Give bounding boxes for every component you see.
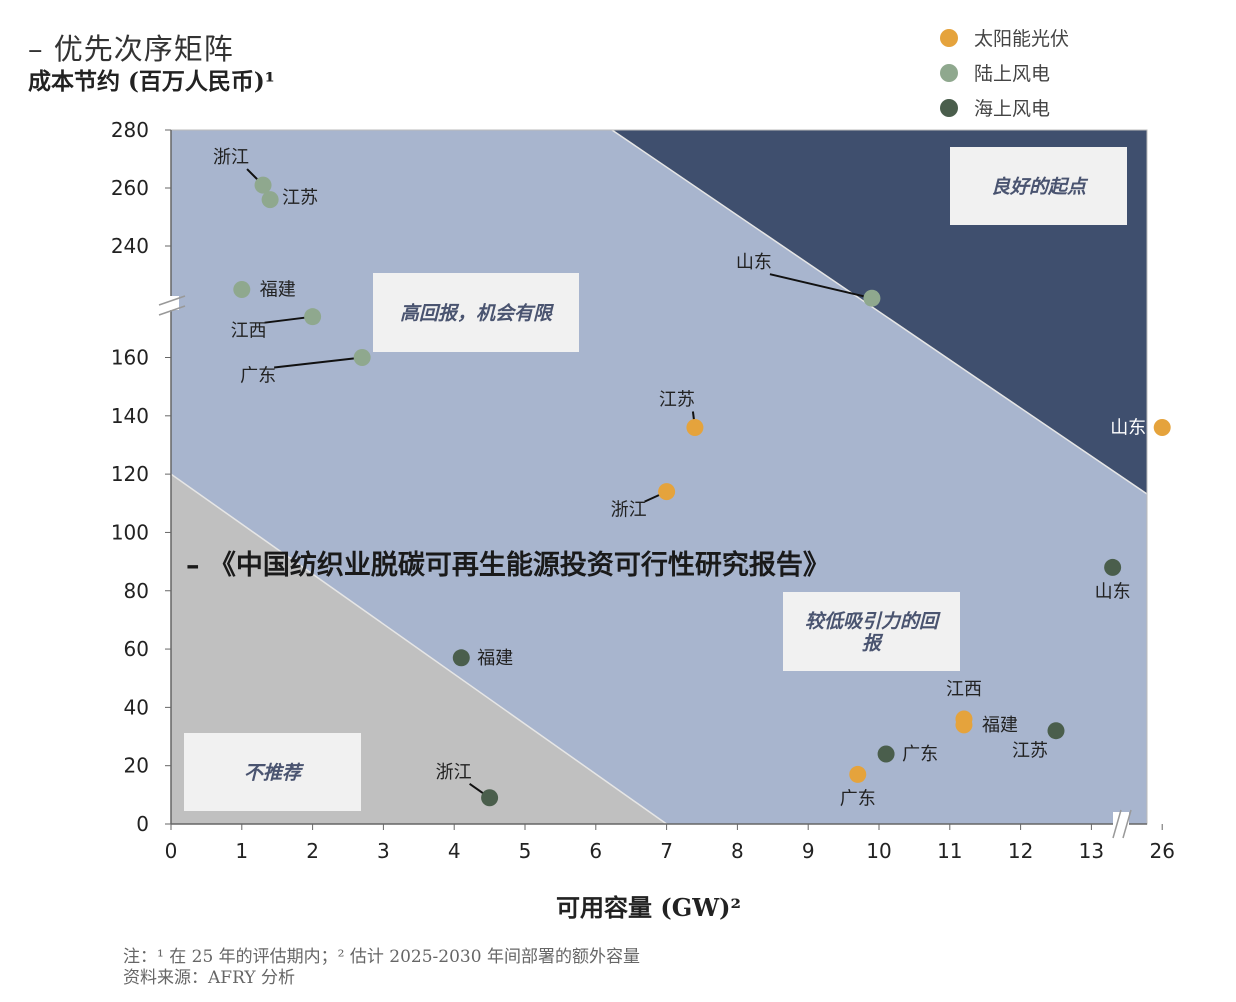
legend-label-offshore: 海上风电 [974, 98, 1051, 120]
point-label: 浙江 [436, 762, 472, 783]
region-divider [170, 473, 668, 825]
leader-line [769, 273, 873, 300]
point-label: 广东 [240, 366, 276, 387]
y-tick-label: 240 [111, 234, 149, 258]
x-tick-label: 13 [1079, 839, 1104, 863]
legend-item-offshore: 海上风电 [940, 97, 1050, 121]
leader-line [274, 356, 363, 369]
point-label: 江西 [946, 679, 982, 700]
region-label: 不推荐 [244, 762, 305, 784]
y-tick-label: 100 [111, 520, 149, 544]
y-tick-label: 80 [124, 579, 149, 603]
y-tick-label: 0 [136, 812, 149, 836]
region-label: 较低吸引力的回 [805, 611, 941, 633]
x-tick-label: 9 [802, 839, 815, 863]
point-label: 广东 [840, 788, 876, 809]
footnote: 注：¹ 在 25 年的评估期内；² 估计 2025-2030 年间部署的额外容量 [123, 947, 640, 967]
region-label: 报 [862, 633, 884, 655]
region-divider [611, 129, 1148, 495]
data-point-2-1 [452, 649, 470, 667]
data-point-0-1 [658, 483, 676, 501]
legend-item-onshore: 陆上风电 [940, 62, 1050, 86]
x-tick-label: 10 [866, 839, 891, 863]
legend-label-onshore: 陆上风电 [974, 63, 1051, 85]
data-point-2-2 [1047, 722, 1065, 740]
y-tick-label: 260 [111, 176, 149, 200]
data-point-1-4 [353, 349, 371, 366]
data-point-1-2 [233, 281, 251, 298]
y-tick-label: 20 [124, 754, 149, 778]
point-label: 福建 [477, 648, 513, 669]
data-point-0-4 [955, 716, 973, 734]
x-tick-label: 4 [448, 839, 461, 863]
y-axis-title: 成本节约 (百万人民币)¹ [28, 68, 275, 95]
region-label: 高回报，机会有限 [400, 303, 555, 325]
legend-marker-solar [940, 29, 958, 47]
point-label: 江苏 [1012, 741, 1048, 762]
y-tick-label: 140 [111, 404, 149, 428]
x-tick-label: 7 [660, 839, 673, 863]
y-tick-label: 120 [111, 462, 149, 486]
data-point-2-4 [481, 789, 499, 807]
x-tick-label: 6 [589, 839, 602, 863]
chart-title: – 优先次序矩阵 [28, 32, 234, 66]
x-axis-break-mark [1122, 809, 1132, 839]
y-axis-break-mark [158, 295, 186, 306]
x-tick-label: 5 [519, 839, 532, 863]
x-axis-break-mark [1112, 809, 1122, 839]
data-point-1-5 [863, 289, 881, 307]
region-label-box [373, 273, 579, 352]
point-label: 浙江 [213, 147, 249, 168]
data-point-1-3 [304, 308, 322, 326]
point-label: 山东 [1095, 581, 1131, 602]
x-tick-label: 2 [306, 839, 319, 863]
x-tick-label: 12 [1008, 839, 1033, 863]
x-tick-label: 26 [1149, 839, 1174, 863]
source-note: 资料来源：AFRY 分析 [123, 968, 295, 988]
x-tick-label: 3 [377, 839, 390, 863]
y-tick-label: 40 [124, 695, 149, 719]
legend-marker-offshore [940, 99, 958, 117]
data-point-1-0 [254, 176, 272, 194]
data-point-2-0 [1104, 558, 1122, 576]
x-tick-label: 8 [731, 839, 744, 863]
y-tick-label: 280 [111, 118, 149, 142]
point-label: 山东 [1110, 417, 1146, 438]
region-label-box [783, 592, 960, 671]
data-point-0-0 [686, 418, 704, 436]
point-label: 福建 [982, 715, 1018, 736]
legend-marker-onshore [940, 64, 958, 82]
x-tick-label: 1 [235, 839, 248, 863]
point-label: 江苏 [282, 188, 318, 209]
legend-item-solar: 太阳能光伏 [940, 27, 1069, 51]
data-point-1-1 [261, 191, 279, 209]
region-label-box [950, 147, 1127, 225]
data-point-0-5 [849, 765, 867, 783]
point-label: 浙江 [611, 500, 647, 521]
x-tick-label: 0 [165, 839, 178, 863]
legend-label-solar: 太阳能光伏 [974, 28, 1070, 50]
data-point-2-3 [877, 745, 895, 763]
y-axis-break-mark [158, 305, 186, 316]
report-title: – 《中国纺织业脱碳可再生能源投资可行性研究报告》 [186, 550, 830, 581]
y-tick-label: 60 [124, 637, 149, 661]
point-label: 江苏 [659, 389, 695, 410]
data-point-0-2 [1153, 418, 1171, 436]
point-label: 山东 [736, 252, 772, 273]
x-tick-label: 11 [937, 839, 962, 863]
region-label-box [184, 733, 361, 811]
x-axis-title: 可用容量 (GW)² [556, 893, 742, 922]
point-label: 福建 [260, 280, 296, 301]
point-label: 江西 [231, 321, 267, 342]
y-tick-label: 160 [111, 346, 149, 370]
region-label: 良好的起点 [991, 176, 1089, 198]
point-label: 广东 [902, 744, 938, 765]
